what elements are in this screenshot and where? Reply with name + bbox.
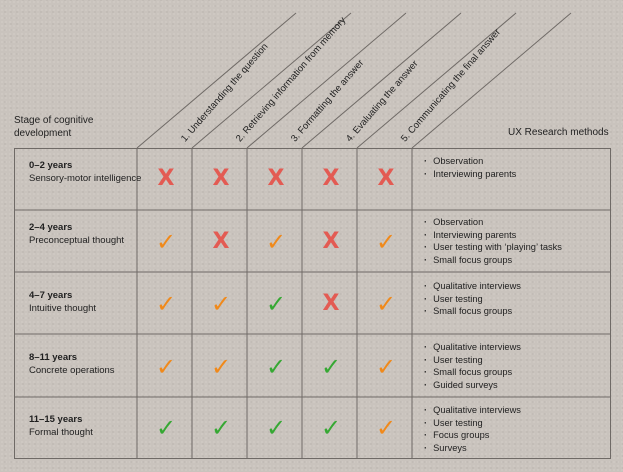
method-item: Qualitative interviews: [424, 404, 521, 417]
check-mark-icon: ✓: [375, 353, 397, 381]
method-item: Surveys: [424, 442, 521, 455]
x-mark-icon: X: [322, 229, 340, 254]
check-mark-icon: ✓: [155, 290, 177, 318]
methods-list: Observation Interviewing parents: [424, 155, 516, 180]
table-row-4-7: 4–7 years Intuitive thought ✓ ✓ ✓ X ✓ Qu…: [15, 273, 610, 335]
check-mark-icon: ✓: [265, 353, 287, 381]
methods-list: Observation Interviewing parents User te…: [424, 216, 562, 266]
check-mark-icon: ✓: [375, 290, 397, 318]
x-mark-icon: X: [267, 166, 285, 191]
method-item: Observation: [424, 216, 562, 229]
method-item: Small focus groups: [424, 305, 521, 318]
stage-name: Formal thought: [29, 426, 93, 438]
method-item: Interviewing parents: [424, 168, 516, 181]
methods-list: Qualitative interviews User testing Smal…: [424, 341, 521, 391]
check-mark-icon: ✓: [210, 414, 232, 442]
method-item: Interviewing parents: [424, 229, 562, 242]
method-item: User testing: [424, 417, 521, 430]
methods-list: Qualitative interviews User testing Smal…: [424, 280, 521, 318]
check-mark-icon: ✓: [265, 290, 287, 318]
method-item: Small focus groups: [424, 366, 521, 379]
table-row-2-4: 2–4 years Preconceptual thought ✓ X ✓ X …: [15, 211, 610, 273]
stage-name: Sensory-motor intelligence: [29, 172, 142, 184]
method-item: User testing: [424, 354, 521, 367]
method-item: Qualitative interviews: [424, 280, 521, 293]
row-label: 2–4 years Preconceptual thought: [29, 222, 124, 247]
method-item: User testing with ‘playing’ tasks: [424, 241, 562, 254]
check-mark-icon: ✓: [265, 414, 287, 442]
check-mark-icon: ✓: [155, 353, 177, 381]
x-mark-icon: X: [212, 229, 230, 254]
age-range: 0–2 years: [29, 160, 73, 171]
x-mark-icon: X: [157, 166, 175, 191]
age-range: 8–11 years: [29, 352, 78, 363]
ux-methods-header: UX Research methods: [508, 127, 609, 138]
method-item: Small focus groups: [424, 254, 562, 267]
row-label: 4–7 years Intuitive thought: [29, 290, 96, 315]
x-mark-icon: X: [322, 166, 340, 191]
check-mark-icon: ✓: [210, 290, 232, 318]
age-range: 2–4 years: [29, 222, 73, 233]
stage-name: Intuitive thought: [29, 302, 97, 314]
table-row-11-15: 11–15 years Formal thought ✓ ✓ ✓ ✓ ✓ Qua…: [15, 398, 610, 460]
table-row-8-11: 8–11 years Concrete operations ✓ ✓ ✓ ✓ ✓…: [15, 335, 610, 398]
age-range: 4–7 years: [29, 290, 73, 301]
check-mark-icon: ✓: [320, 353, 342, 381]
check-mark-icon: ✓: [320, 414, 342, 442]
x-mark-icon: X: [322, 291, 340, 316]
check-mark-icon: ✓: [265, 228, 287, 256]
stage-name: Concrete operations: [29, 364, 115, 376]
method-item: User testing: [424, 293, 521, 306]
method-item: Guided surveys: [424, 379, 521, 392]
age-range: 11–15 years: [29, 414, 83, 425]
x-mark-icon: X: [212, 166, 230, 191]
x-mark-icon: X: [377, 166, 395, 191]
row-label: 8–11 years Concrete operations: [29, 352, 115, 377]
check-mark-icon: ✓: [155, 228, 177, 256]
cognitive-stage-table: 0–2 years Sensory-motor intelligence X X…: [14, 148, 611, 459]
stage-name: Preconceptual thought: [29, 234, 125, 246]
method-item: Qualitative interviews: [424, 341, 521, 354]
row-label: 0–2 years Sensory-motor intelligence: [29, 160, 141, 185]
stage-column-header: Stage of cognitive development: [14, 115, 94, 139]
check-mark-icon: ✓: [210, 353, 232, 381]
check-mark-icon: ✓: [375, 414, 397, 442]
row-label: 11–15 years Formal thought: [29, 414, 93, 439]
method-item: Focus groups: [424, 429, 521, 442]
check-mark-icon: ✓: [155, 414, 177, 442]
check-mark-icon: ✓: [375, 228, 397, 256]
methods-list: Qualitative interviews User testing Focu…: [424, 404, 521, 454]
method-item: Observation: [424, 155, 516, 168]
table-row-0-2: 0–2 years Sensory-motor intelligence X X…: [15, 149, 610, 211]
